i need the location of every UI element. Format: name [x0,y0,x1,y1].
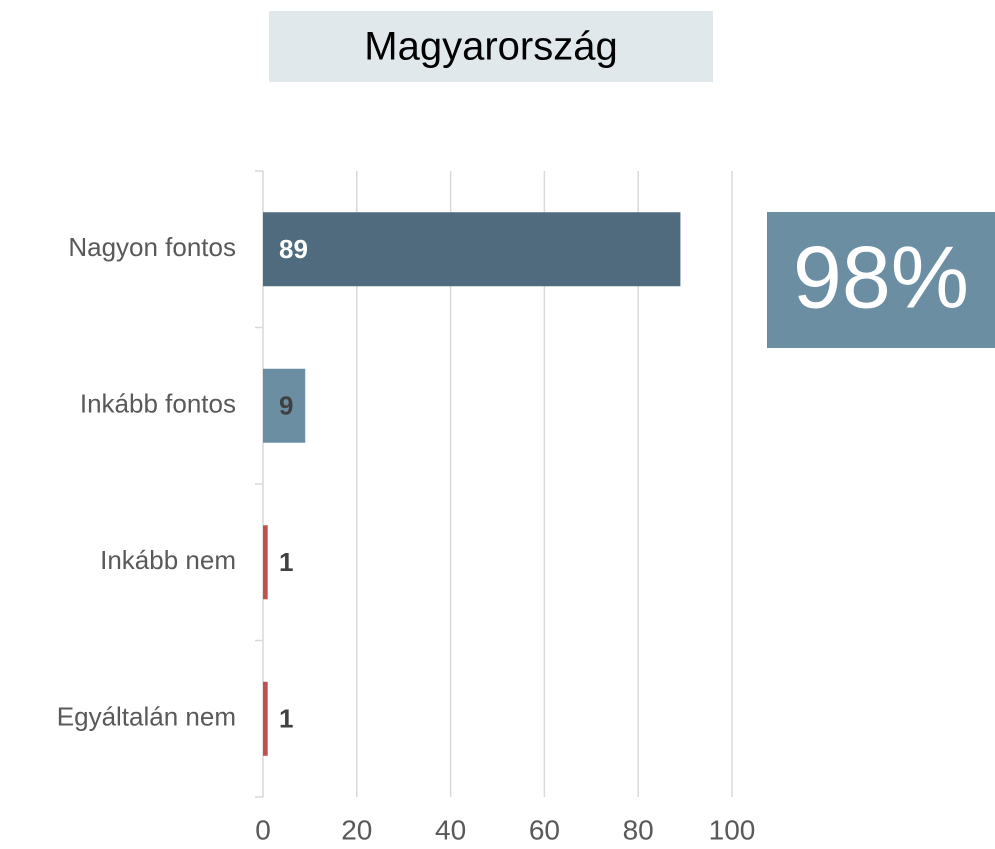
bar [263,525,268,600]
x-tick-label: 60 [529,814,560,845]
data-label: 9 [279,391,293,421]
data-label: 1 [279,547,293,577]
bar [263,368,306,443]
data-label: 1 [279,704,293,734]
x-tick-label: 100 [709,814,756,845]
x-tick-label: 40 [435,814,466,845]
bar [263,212,681,287]
y-tick-label: Inkább nem [100,545,236,575]
title-box [269,11,713,82]
chart-title: Magyarország [364,25,617,69]
y-tick-label: Nagyon fontos [68,232,236,262]
callout: 98% [793,227,969,326]
y-tick-label: Egyáltalán nem [57,702,236,732]
data-label: 89 [279,234,308,264]
x-tick-label: 80 [623,814,654,845]
x-tick-label: 0 [255,814,271,845]
y-tick-label: Inkább fontos [80,389,236,419]
bar [263,681,268,756]
x-tick-label: 20 [341,814,372,845]
callout-box [767,212,995,348]
